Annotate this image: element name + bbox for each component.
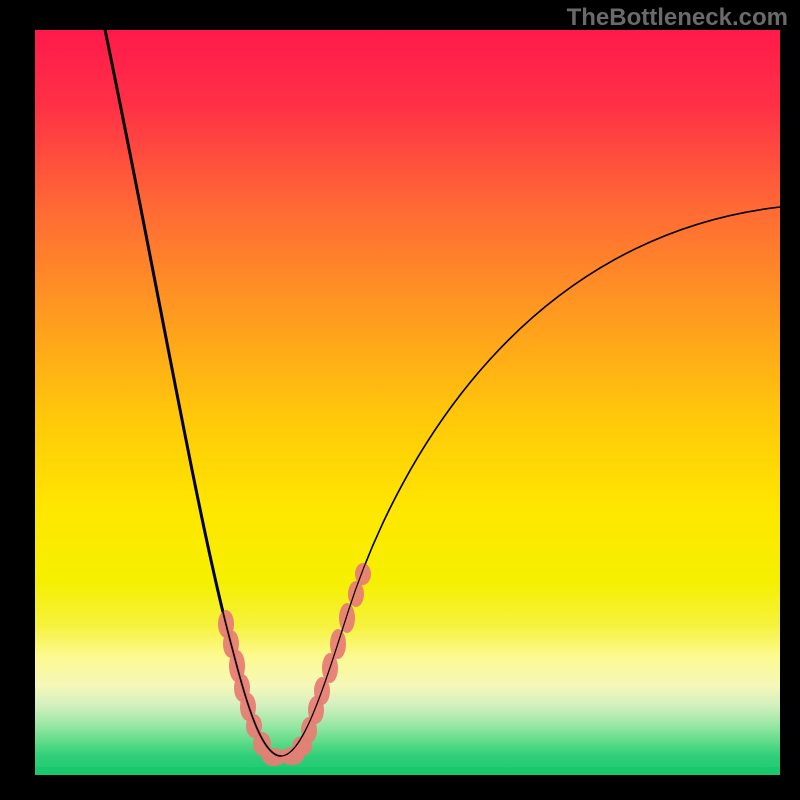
marker-dot: [339, 603, 355, 633]
watermark-text: TheBottleneck.com: [567, 4, 788, 32]
green-bottom-edge: [35, 767, 780, 775]
marker-dot: [355, 563, 371, 585]
chart-svg: [0, 0, 800, 800]
plot-area-gradient: [35, 30, 780, 775]
chart-container: TheBottleneck.com: [0, 0, 800, 800]
